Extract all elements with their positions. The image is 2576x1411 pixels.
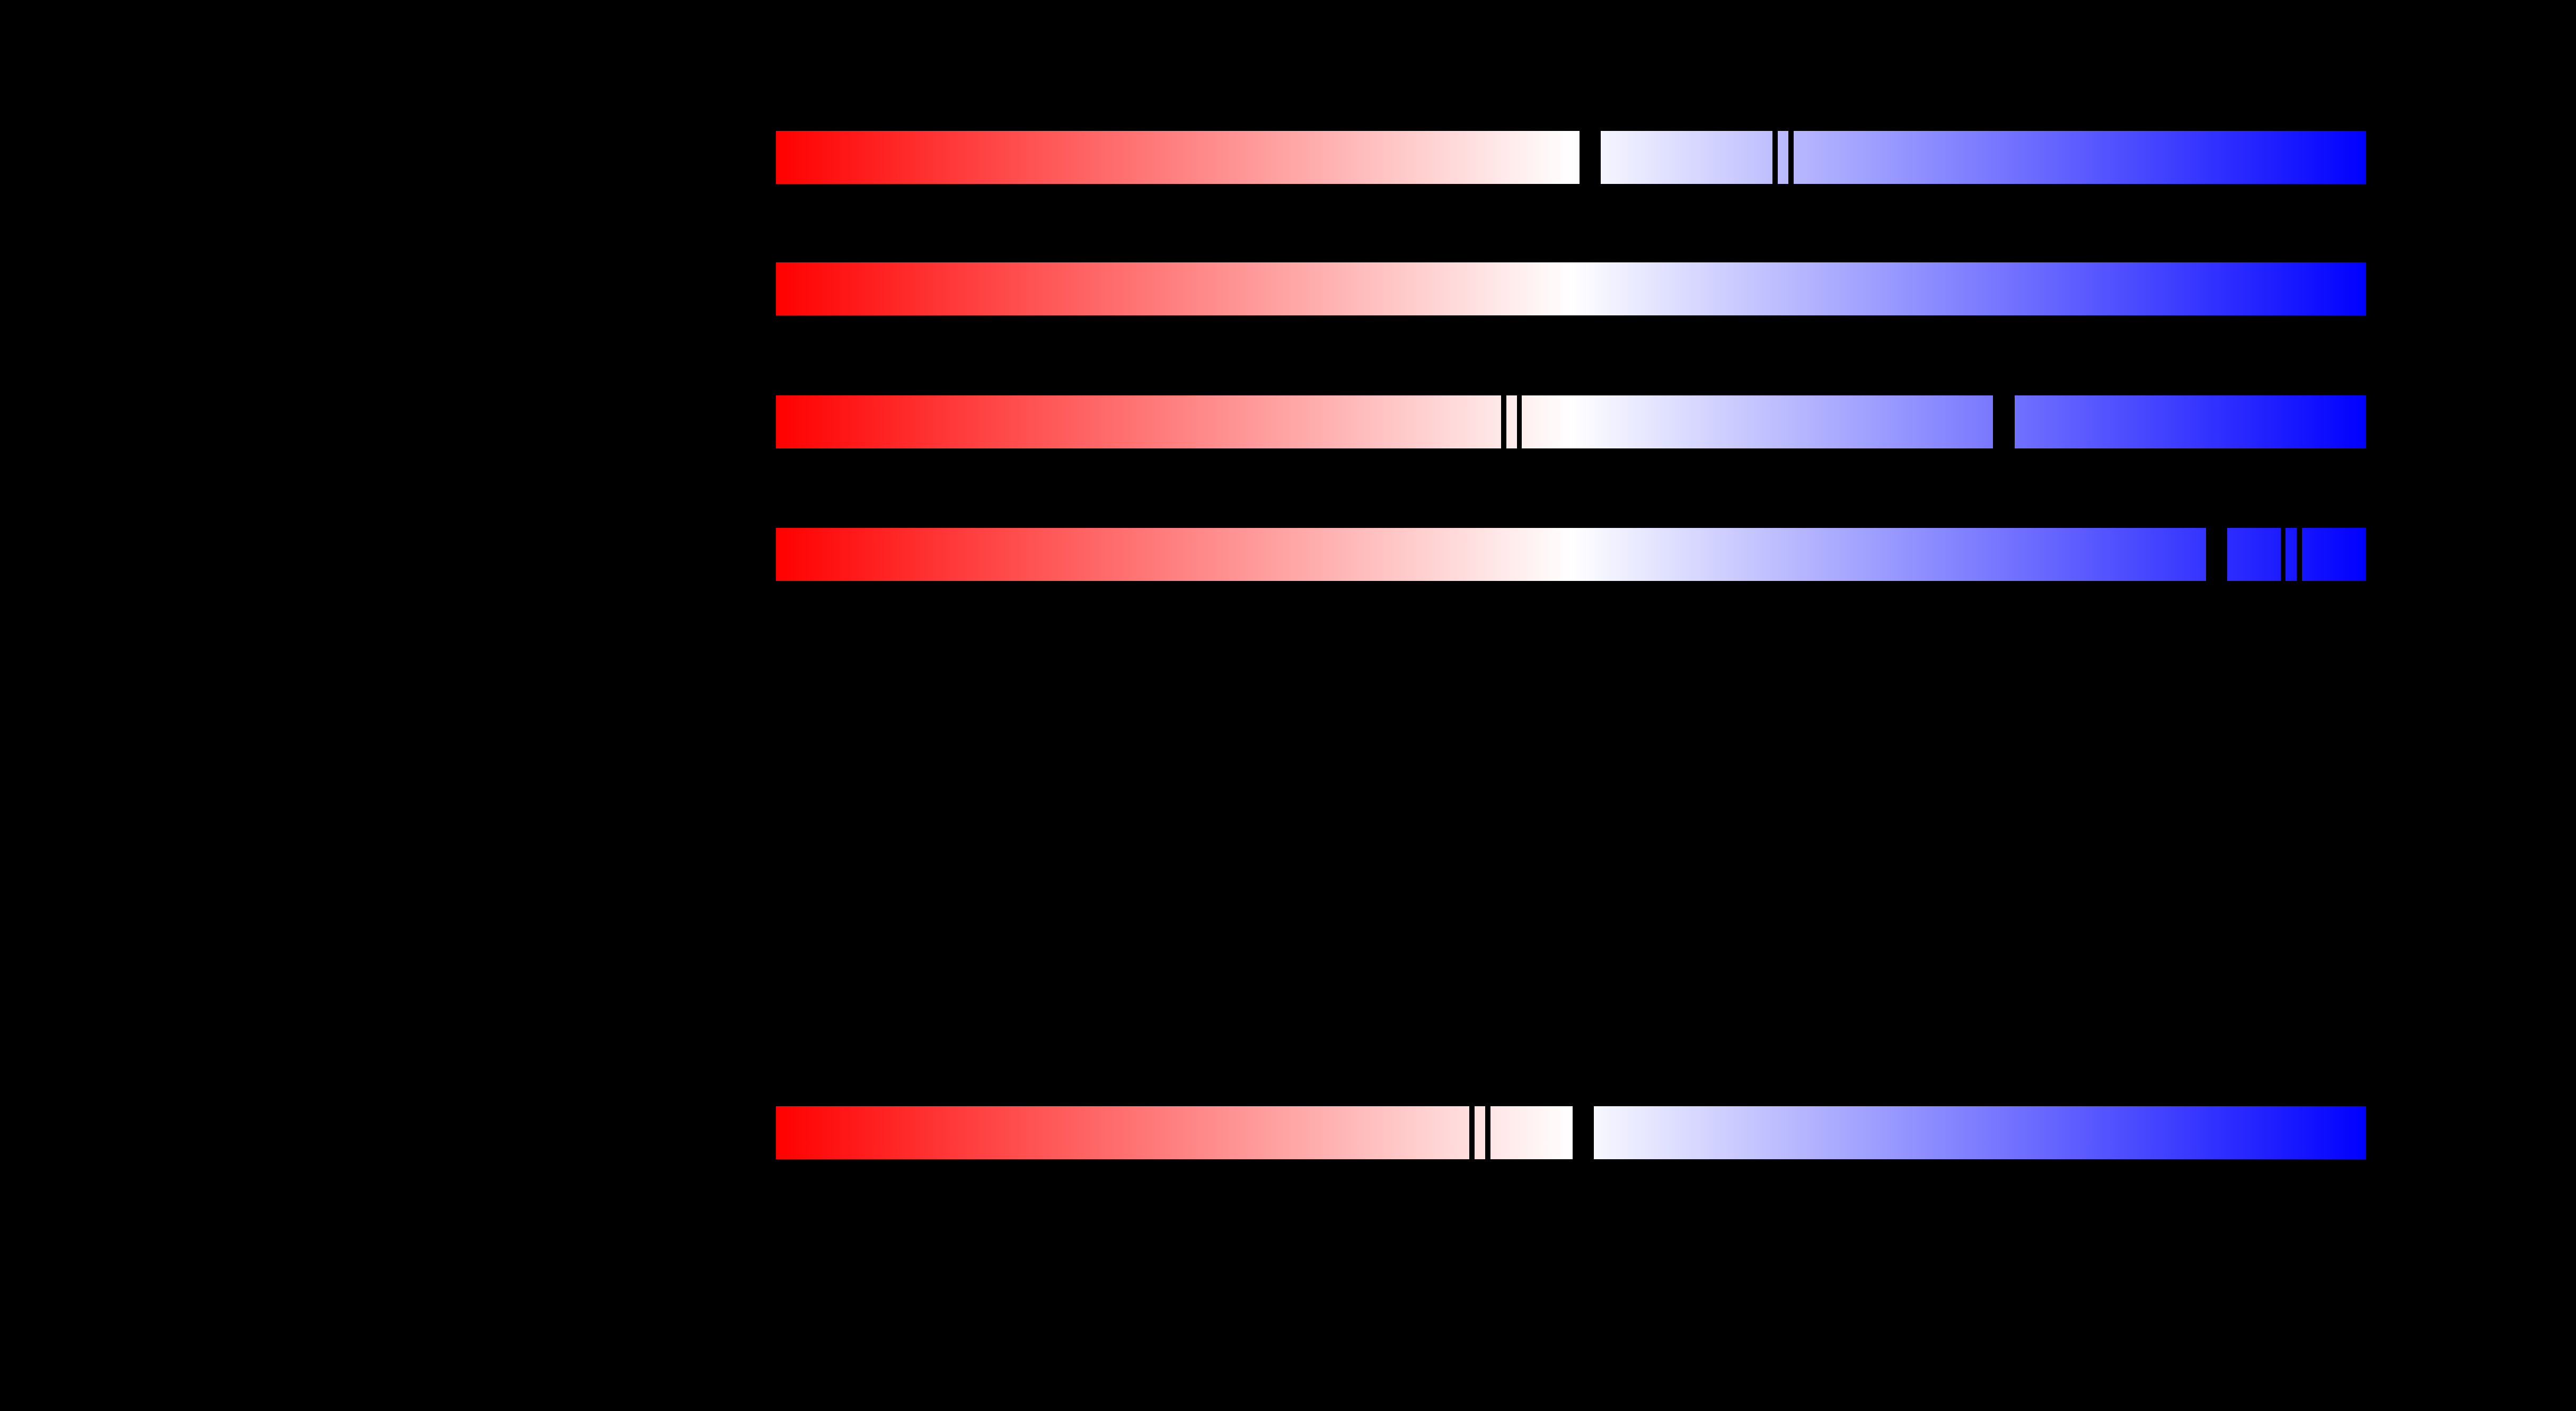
- bar-segment-row-3-2: [1506, 395, 1517, 448]
- bar-segment-row-4-4: [2302, 528, 2366, 581]
- bar-segment-row-2-1: [776, 262, 2366, 315]
- bar-segment-row-1-3: [1778, 131, 1789, 184]
- bar-segment-row-3-1: [776, 395, 1501, 448]
- bar-segment-row-4-3: [2285, 528, 2297, 581]
- bar-segment-row-3-3: [1522, 395, 1993, 448]
- bar-segment-row-5-1: [776, 1106, 1469, 1159]
- bar-segment-row-4-2: [2227, 528, 2281, 581]
- bar-segment-row-5-3: [1490, 1106, 1573, 1159]
- bar-segment-row-5-2: [1474, 1106, 1485, 1159]
- gradient-bar-row-2: [776, 262, 2366, 315]
- gradient-bar-row-5: [776, 1106, 2366, 1159]
- bar-segment-row-3-4: [2015, 395, 2366, 448]
- bar-segment-row-5-4: [1593, 1106, 2366, 1159]
- bar-segment-row-1-2: [1601, 131, 1773, 184]
- gradient-bar-row-3: [776, 395, 2366, 448]
- gradient-bar-row-1: [776, 131, 2366, 184]
- bar-segment-row-4-1: [776, 528, 2206, 581]
- gradient-bar-row-4: [776, 528, 2366, 581]
- bar-segment-row-1-1: [776, 131, 1580, 184]
- bar-segment-row-1-4: [1794, 131, 2366, 184]
